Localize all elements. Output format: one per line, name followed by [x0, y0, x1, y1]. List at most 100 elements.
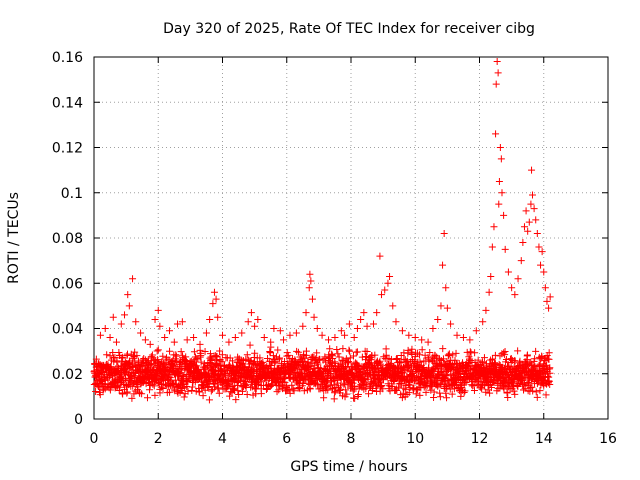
data-point	[392, 318, 400, 326]
data-point	[490, 223, 498, 231]
baseline-point	[92, 388, 100, 396]
baseline-point	[302, 347, 310, 355]
data-point	[528, 166, 536, 174]
data-point	[535, 243, 543, 251]
data-point	[132, 318, 140, 326]
baseline-point	[179, 373, 187, 381]
baseline-point	[363, 347, 371, 355]
baseline-point	[166, 388, 174, 396]
baseline-point	[197, 358, 205, 366]
baseline-point	[351, 394, 359, 402]
data-point	[442, 284, 450, 292]
baseline-point	[427, 386, 435, 394]
baseline-point	[144, 378, 152, 386]
baseline-point	[128, 394, 136, 402]
data-point	[517, 257, 525, 265]
baseline-point	[159, 352, 167, 360]
baseline-point	[489, 355, 497, 363]
baseline-point	[133, 352, 141, 360]
baseline-point	[119, 353, 127, 361]
baseline-point	[283, 382, 291, 390]
baseline-point	[545, 355, 553, 363]
data-point	[219, 331, 226, 339]
data-point	[137, 329, 145, 337]
baseline-point	[474, 356, 482, 364]
baseline-point	[436, 389, 444, 397]
baseline-point	[442, 389, 450, 397]
baseline-point	[213, 352, 221, 360]
baseline-point	[335, 353, 343, 361]
baseline-point	[274, 346, 282, 354]
baseline-point	[306, 385, 314, 393]
baseline-point	[471, 349, 479, 357]
baseline-point	[106, 386, 114, 394]
data-point	[353, 325, 361, 332]
data-point	[156, 322, 164, 330]
data-point	[479, 318, 487, 326]
baseline-point	[452, 349, 460, 357]
baseline-point	[445, 352, 453, 360]
data-point	[276, 327, 284, 335]
data-point	[357, 315, 365, 323]
x-tick-label: 4	[218, 431, 227, 447]
data-point	[318, 331, 326, 339]
baseline-point	[169, 381, 177, 389]
data-point	[254, 315, 262, 323]
baseline-point	[235, 390, 243, 398]
data-point	[260, 334, 268, 342]
data-point	[495, 177, 503, 185]
baseline-point	[397, 359, 405, 367]
baseline-point	[349, 387, 357, 395]
chart-title: Day 320 of 2025, Rate Of TEC Index for r…	[163, 21, 535, 37]
baseline-point	[119, 390, 127, 398]
baseline-point	[294, 348, 302, 356]
data-point	[540, 268, 548, 276]
baseline-point	[349, 352, 357, 360]
baseline-point	[111, 353, 119, 361]
baseline-point	[146, 360, 154, 368]
baseline-point	[197, 352, 205, 360]
data-point	[96, 331, 104, 339]
baseline-point	[92, 355, 100, 363]
data-point	[129, 275, 137, 283]
baseline-point	[339, 345, 347, 353]
baseline-point	[339, 356, 347, 364]
baseline-point	[532, 347, 540, 355]
data-point	[214, 313, 222, 321]
data-point	[496, 144, 504, 151]
baseline-point	[477, 383, 485, 391]
data-point	[508, 284, 516, 292]
baseline-point	[466, 348, 474, 356]
baseline-point	[218, 351, 226, 359]
baseline-point	[354, 391, 362, 399]
data-point	[501, 245, 509, 253]
data-point	[174, 320, 182, 328]
baseline-point	[243, 391, 251, 399]
baseline-point	[275, 386, 283, 394]
data-point	[360, 309, 368, 317]
baseline-point	[443, 394, 451, 402]
data-point	[443, 304, 451, 312]
data-point	[482, 306, 490, 314]
baseline-point	[470, 387, 478, 395]
baseline-point	[515, 368, 523, 376]
baseline-point	[115, 349, 123, 357]
baseline-point	[418, 346, 426, 354]
baseline-point	[416, 358, 424, 366]
data-point	[101, 325, 109, 332]
baseline-point	[159, 385, 167, 393]
data-point	[125, 302, 133, 310]
baseline-point	[321, 355, 329, 363]
data-point	[494, 69, 502, 77]
baseline-point	[149, 380, 157, 388]
baseline-point	[504, 393, 512, 401]
baseline-point	[184, 387, 192, 395]
data-point	[308, 295, 316, 303]
data-point	[331, 334, 339, 342]
baseline-point	[243, 381, 251, 389]
baseline-point	[156, 389, 164, 397]
baseline-point	[180, 393, 188, 401]
data-point	[212, 295, 220, 303]
data-point	[537, 261, 545, 269]
